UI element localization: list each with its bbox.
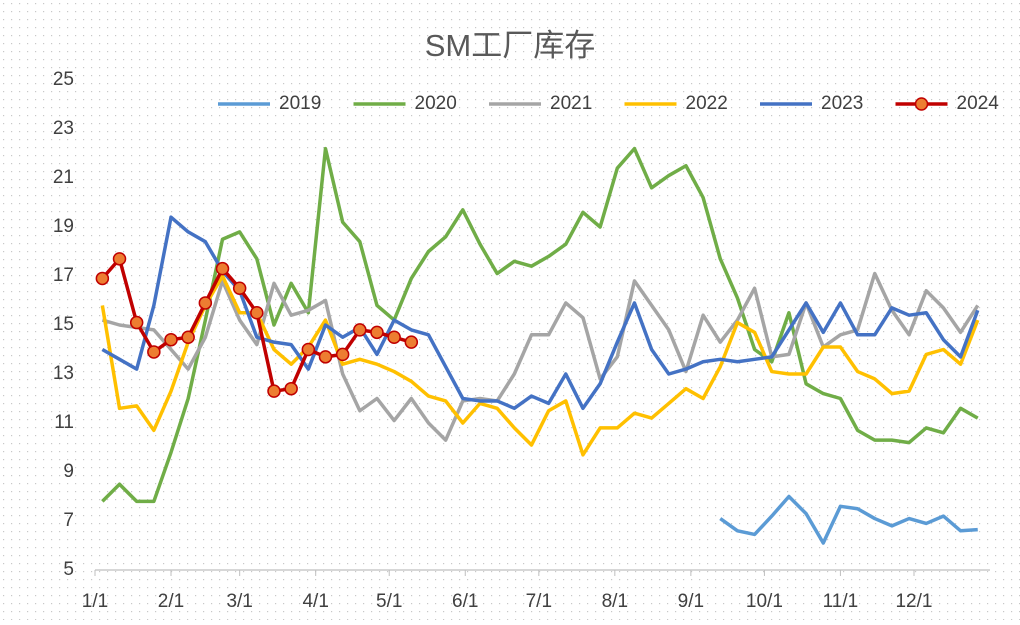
y-tick-label: 11 <box>54 412 74 433</box>
x-tick-label: 8/1 <box>602 591 628 612</box>
series-marker <box>387 330 401 344</box>
series-marker <box>267 384 281 398</box>
x-tick-label: 2/1 <box>158 591 184 612</box>
y-tick-label: 15 <box>53 314 74 335</box>
series-marker <box>318 350 333 364</box>
x-tick-label: 7/1 <box>526 591 552 612</box>
y-tick-label: 25 <box>53 69 74 90</box>
y-tick-label: 7 <box>63 510 74 531</box>
x-tick-label: 1/1 <box>82 591 108 612</box>
legend-label: 2020 <box>415 93 457 114</box>
series-marker <box>147 345 161 359</box>
y-tick-label: 23 <box>53 118 74 139</box>
series-marker <box>198 296 213 310</box>
series-marker <box>232 281 247 295</box>
x-tick-label: 11/1 <box>823 591 859 612</box>
y-tick-label: 9 <box>63 461 74 482</box>
y-tick-label: 21 <box>53 167 74 188</box>
y-tick-label: 19 <box>53 216 74 237</box>
series-line <box>101 146 979 504</box>
series-marker <box>164 332 178 347</box>
y-tick-label: 5 <box>63 559 74 580</box>
series-marker <box>181 330 195 344</box>
series-marker <box>370 325 384 340</box>
x-tick-label: 10/1 <box>746 591 783 612</box>
legend-label: 2023 <box>821 93 863 114</box>
x-tick-label: 12/1 <box>895 591 932 612</box>
legend-label: 2024 <box>957 93 1000 114</box>
legend-label: 2022 <box>686 93 728 114</box>
legend-label: 2019 <box>279 93 321 114</box>
series-marker <box>301 342 316 357</box>
legend-label: 2021 <box>550 93 592 114</box>
x-tick-label: 4/1 <box>302 591 328 612</box>
series-marker <box>215 261 230 276</box>
legend-marker <box>914 97 929 111</box>
y-tick-label: 13 <box>53 363 74 384</box>
x-tick-label: 9/1 <box>678 591 704 612</box>
x-tick-label: 3/1 <box>226 591 252 612</box>
series-marker <box>284 381 298 396</box>
series-line <box>719 494 978 545</box>
series-marker <box>250 306 264 320</box>
series-marker <box>112 252 127 266</box>
series-line <box>101 215 980 411</box>
y-tick-label: 17 <box>53 265 74 286</box>
series-marker <box>335 347 350 362</box>
x-tick-label: 5/1 <box>376 591 402 612</box>
series-marker <box>353 323 367 337</box>
series-line <box>101 271 980 442</box>
series-marker <box>404 335 419 349</box>
series-marker <box>95 271 110 286</box>
x-tick-label: 6/1 <box>452 591 478 612</box>
series-marker <box>129 315 144 330</box>
chart-title: SM工厂库存 <box>425 28 596 63</box>
